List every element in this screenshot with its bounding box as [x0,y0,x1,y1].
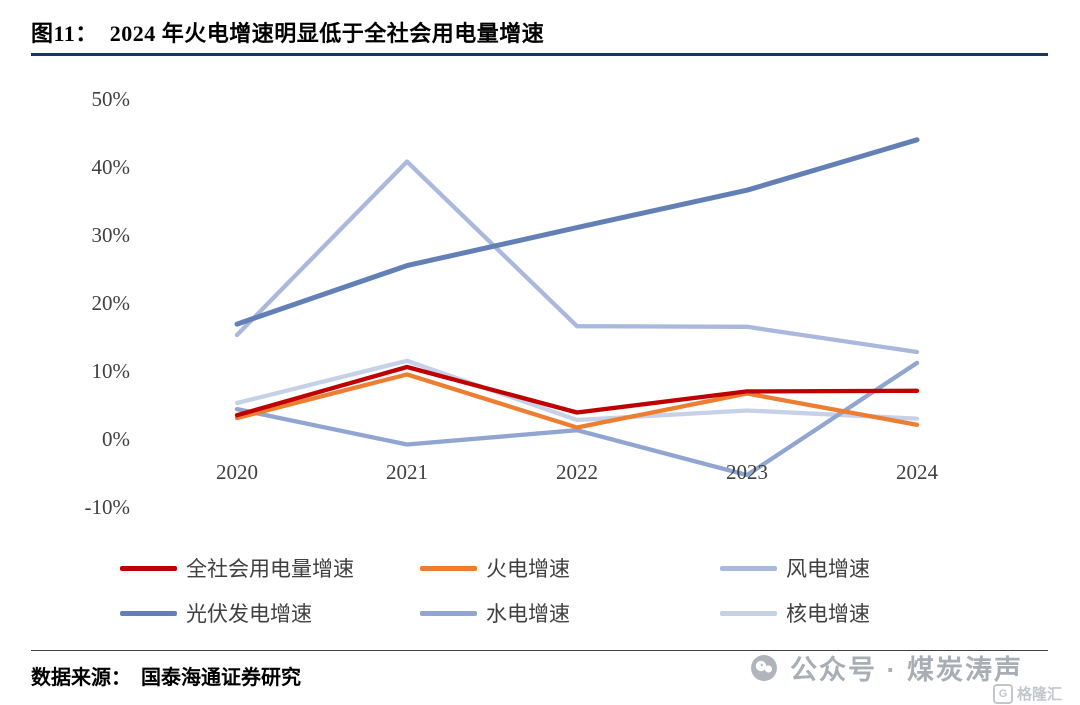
legend-swatch [120,565,177,571]
y-tick-label: 0% [102,427,130,451]
legend-swatch [120,610,177,616]
legend-row-1: 全社会用电量增速 火电增速 风电增速 [120,553,1050,583]
legend-label: 全社会用电量增速 [186,557,354,581]
y-tick-label: 50% [91,87,131,111]
x-tick-label: 2020 [216,460,258,484]
x-tick-label: 2023 [726,460,768,484]
legend-label: 水电增速 [486,602,570,626]
legend-row-2: 光伏发电增速 水电增速 核电增速 [120,598,1050,628]
data-source-text: 数据来源： 国泰海通证券研究 [31,667,301,689]
gelonghui-logo: G 格隆汇 [993,683,1062,704]
watermark-text: 公众号 · 煤炭涛声 [790,655,1023,685]
legend-swatch [420,565,477,571]
legend-label: 风电增速 [786,557,870,581]
series-line-3 [234,137,920,327]
y-tick-label: -10% [84,495,131,519]
x-tick-label: 2022 [556,460,598,484]
series-line-2 [234,159,920,355]
watermark: 公众号 · 煤炭涛声 [750,648,1023,687]
y-tick-label: 10% [91,359,131,383]
legend-swatch [720,565,777,571]
wechat-official-account-icon [751,654,777,681]
legend-label: 火电增速 [486,557,570,581]
footer-divider [31,650,1048,651]
series-line-4 [234,360,920,478]
y-tick-label: 40% [91,155,131,179]
x-tick-label: 2024 [896,460,938,484]
gelonghui-icon: G [993,683,1013,704]
legend-item: 火电增速 [420,553,570,583]
title-underline [31,53,1048,56]
legend-swatch [720,610,777,616]
y-tick-label: 30% [91,223,131,247]
gelonghui-text: 格隆汇 [1017,686,1063,703]
legend-item: 水电增速 [420,598,570,628]
legend-item: 光伏发电增速 [120,598,312,628]
series-line-1 [234,372,920,430]
legend-label: 核电增速 [786,602,870,626]
x-tick-label: 2021 [386,460,428,484]
figure-title: 图11： 2024 年火电增速明显低于全社会用电量增速 [31,21,545,46]
series-line-5 [234,358,920,423]
legend-swatch [420,610,477,616]
legend-item: 风电增速 [720,553,870,583]
legend-label: 光伏发电增速 [186,602,312,626]
legend-item: 全社会用电量增速 [120,553,354,583]
legend-item: 核电增速 [720,598,870,628]
y-tick-label: 20% [91,291,131,315]
series-line-0 [234,364,920,418]
